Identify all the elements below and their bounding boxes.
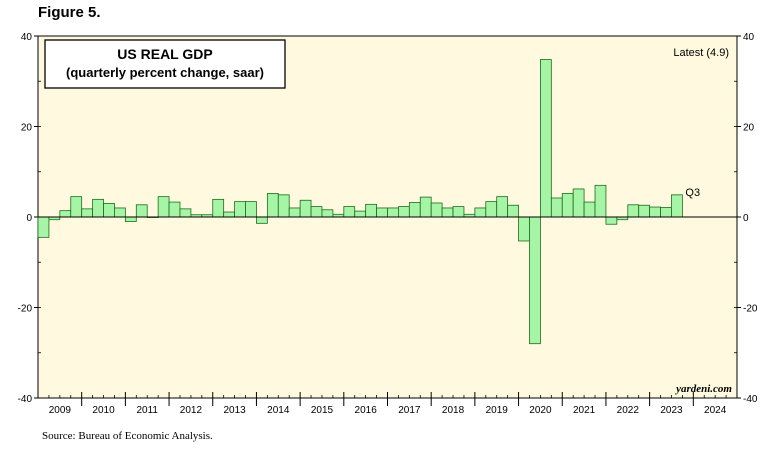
title-box: [44, 39, 286, 89]
bar: [572, 188, 585, 218]
bar: [376, 207, 388, 218]
y-tick-label-left: 40: [21, 32, 33, 43]
bar: [256, 216, 268, 224]
bar: [561, 193, 574, 218]
bar: [365, 203, 377, 218]
bar: [321, 209, 334, 218]
bars: [37, 59, 683, 345]
bar: [627, 204, 640, 218]
bar: [474, 207, 487, 218]
bar: [354, 210, 367, 218]
bar: [507, 204, 519, 218]
year-label: 2019: [486, 405, 509, 416]
bar: [223, 211, 235, 218]
bar: [540, 59, 552, 218]
bar: [605, 216, 618, 225]
bar: [518, 216, 530, 242]
bar: [398, 206, 410, 218]
watermark: yardeni.com: [674, 383, 732, 395]
year-label: 2010: [92, 405, 115, 416]
chart-title: US REAL GDP: [117, 46, 212, 62]
last-bar-annotation: Q3: [685, 187, 700, 199]
bar: [485, 201, 498, 218]
bar: [37, 216, 50, 238]
axis-labels: -40 -20 0 20 40 -40 -20 0 20 40 2009 2010 2011 2012 20…: [18, 32, 758, 416]
bar: [496, 196, 509, 218]
year-label: 2021: [573, 405, 596, 416]
year-label: 2020: [529, 405, 552, 416]
latest-annotation: Latest (4.9): [673, 47, 729, 59]
year-label: 2012: [180, 405, 203, 416]
bar: [157, 196, 170, 218]
bar: [288, 207, 301, 218]
y-tick-label-right: 0: [743, 213, 749, 224]
y-tick-label-right: -20: [743, 304, 758, 315]
year-label: 2013: [223, 405, 246, 416]
bar: [212, 198, 225, 218]
y-tick-label-left: 0: [26, 213, 32, 224]
bar: [124, 216, 137, 222]
chart-subtitle: (quarterly percent change, saar): [66, 65, 264, 80]
bar: [583, 201, 596, 218]
bar: [135, 204, 148, 218]
bar: [452, 206, 465, 218]
bar: [168, 201, 181, 218]
bar: [529, 216, 541, 345]
bar: [70, 196, 83, 218]
y-tick-label-left: -20: [18, 304, 33, 315]
bar: [430, 202, 443, 218]
year-label: 2023: [660, 405, 683, 416]
bar: [594, 184, 607, 218]
bar: [299, 199, 312, 218]
bar: [649, 206, 661, 218]
y-tick-label-left: 20: [21, 123, 33, 134]
bar: [419, 196, 432, 218]
bar: [671, 194, 683, 218]
y-tick-label-right: -40: [743, 394, 758, 405]
year-label: 2018: [442, 405, 465, 416]
year-label: 2017: [398, 405, 421, 416]
bar: [638, 204, 651, 218]
bar: [179, 208, 192, 218]
bar: [103, 203, 115, 218]
bar: [660, 207, 672, 218]
bar: [92, 198, 104, 218]
bar: [343, 206, 356, 218]
y-tick-label-right: 20: [743, 123, 755, 134]
bar: [550, 197, 563, 218]
bar: [81, 208, 94, 218]
year-label: 2022: [617, 405, 640, 416]
y-tick-label-right: 40: [743, 32, 755, 43]
bar: [114, 207, 126, 218]
year-label: 2009: [49, 405, 72, 416]
figure-label: Figure 5.: [38, 4, 101, 21]
bar: [234, 201, 246, 218]
year-label: 2014: [267, 405, 290, 416]
axes: [34, 35, 741, 406]
bar: [408, 202, 421, 218]
y-tick-label-left: -40: [18, 394, 33, 405]
source-note: Source: Bureau of Economic Analysis.: [42, 430, 213, 442]
year-label: 2015: [311, 405, 334, 416]
bar: [245, 201, 257, 218]
year-label: 2024: [704, 405, 727, 416]
bar: [59, 210, 72, 218]
bar: [387, 207, 399, 218]
year-label: 2011: [136, 405, 158, 416]
bar: [441, 207, 454, 218]
bar: [277, 194, 290, 218]
year-label: 2016: [355, 405, 378, 416]
bar: [266, 193, 279, 218]
bar: [310, 206, 323, 218]
